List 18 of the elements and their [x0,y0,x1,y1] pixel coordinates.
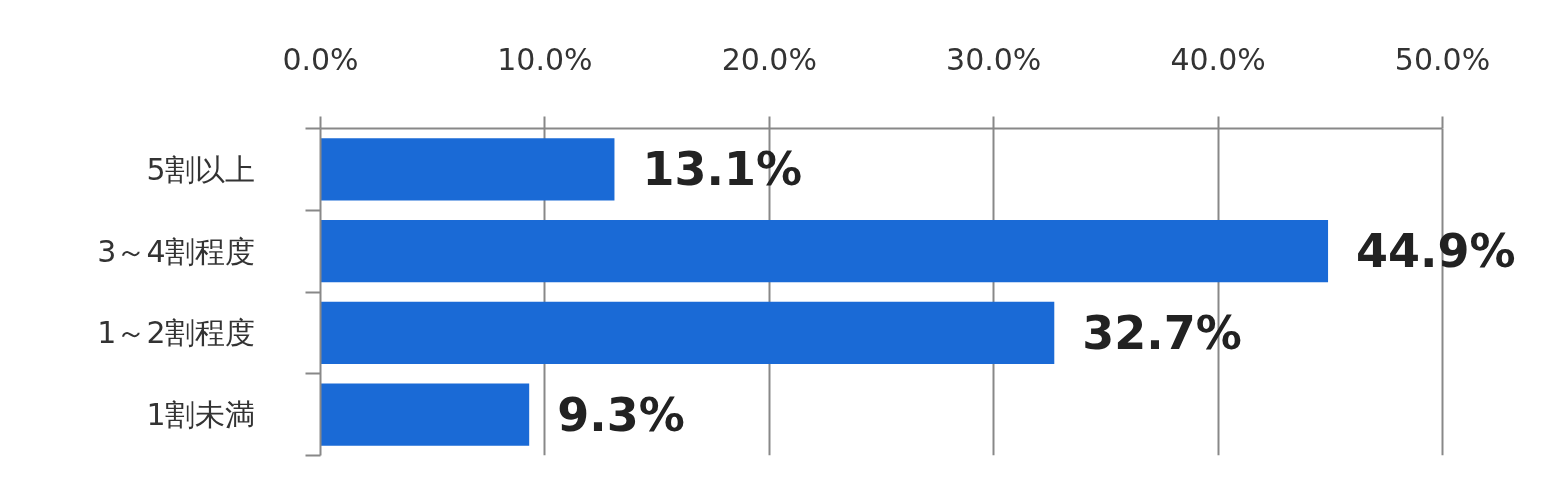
data-label: 13.1% [642,142,803,197]
y-tick-label: 5割以上 [146,151,256,187]
bar [320,301,1055,364]
x-tick-label: 30.0% [946,41,1042,77]
data-label: 9.3% [557,387,685,442]
bar [320,220,1329,283]
bar [320,383,530,446]
y-tick-label: 3～4割程度 [97,233,256,269]
x-tick-label: 20.0% [721,41,817,77]
bar [320,138,615,201]
x-tick-label: 0.0% [282,41,359,77]
y-tick-label: 1割未満 [146,397,256,433]
x-tick-label: 40.0% [1170,41,1266,77]
data-label: 44.9% [1356,224,1516,279]
x-tick-label: 50.0% [1394,41,1491,77]
x-tick-label: 10.0% [497,41,593,77]
y-tick-label: 1～2割程度 [97,315,256,351]
data-label: 32.7% [1082,305,1242,360]
